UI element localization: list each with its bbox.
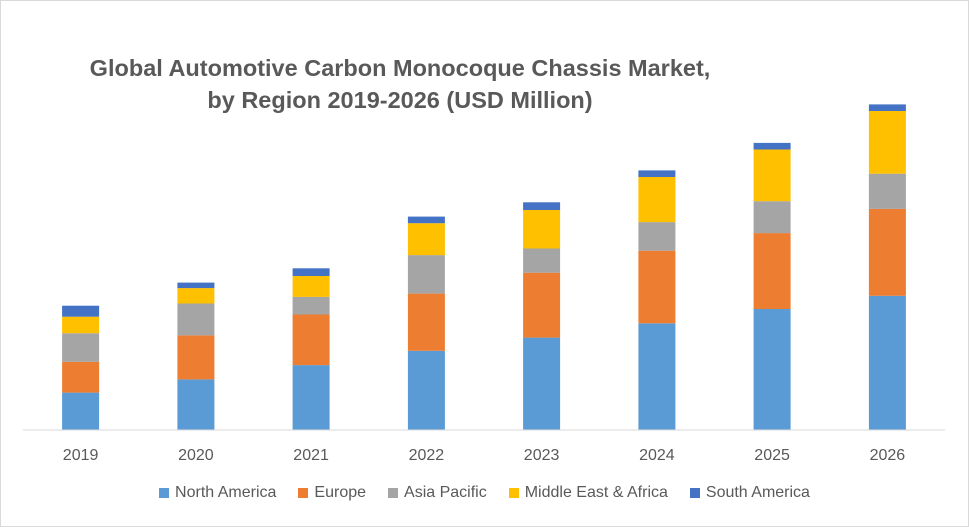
x-tick-labels: 2019 2020 2021 2022 2023 2024 2025 2026 [63,447,905,464]
bar-south-america-2025 [753,142,791,150]
bar-middle-east-africa-2023 [523,210,561,249]
legend-swatch [689,488,700,498]
bar-south-america-2023 [523,202,561,210]
bar-asia-pacific-2019 [62,333,100,362]
bar-middle-east-africa-2021 [292,276,330,297]
x-tick-label: 2020 [178,447,214,464]
legend-item-europe: Europe [298,484,366,502]
bar-north-america-2022 [407,350,445,430]
bar-middle-east-africa-2019 [62,316,100,334]
legend-item-north-america: North America [159,484,276,502]
bar-north-america-2026 [868,295,906,430]
legend-swatch [159,488,170,498]
x-tick-label: 2021 [293,447,329,464]
bar-asia-pacific-2026 [868,173,906,209]
bar-south-america-2021 [292,268,330,276]
bar-europe-2021 [292,314,330,366]
legend-label: North America [175,484,277,501]
x-tick-label: 2023 [524,447,560,464]
bar-europe-2024 [638,250,676,324]
legend-swatch [298,488,309,498]
x-tick-label: 2022 [409,447,445,464]
legend-label: Middle East & Africa [524,484,668,501]
chart-title-line1: Global Automotive Carbon Monocoque Chass… [89,55,711,81]
bar-asia-pacific-2025 [753,201,791,234]
bar-asia-pacific-2020 [177,303,215,336]
legend-item-middle-east-africa: Middle East & Africa [508,484,668,502]
bar-north-america-2024 [638,323,676,430]
bar-north-america-2023 [523,337,561,430]
chart-legend: North America Europe Asia Pacific Middle Ea… [0,484,969,502]
bar-asia-pacific-2021 [292,296,330,315]
bar-south-america-2019 [62,305,100,317]
bar-asia-pacific-2022 [407,255,445,294]
bar-middle-east-africa-2024 [638,177,676,223]
bar-south-america-2024 [638,170,676,177]
bar-south-america-2022 [407,216,445,224]
x-tick-label: 2019 [63,447,99,464]
bar-europe-2022 [407,293,445,351]
bar-north-america-2025 [753,309,791,430]
bar-europe-2025 [753,233,791,309]
bar-south-america-2026 [868,104,906,111]
bars-group [62,104,906,430]
legend-swatch [388,488,399,498]
bar-middle-east-africa-2025 [753,149,791,202]
x-tick-label: 2024 [639,447,675,464]
bar-europe-2020 [177,335,215,380]
x-tick-label: 2025 [754,447,790,464]
bar-europe-2023 [523,272,561,338]
legend-item-asia-pacific: Asia Pacific [388,484,487,502]
chart-title: Global Automotive Carbon Monocoque Chass… [70,52,730,116]
bar-north-america-2020 [177,379,215,430]
bar-middle-east-africa-2026 [868,111,906,174]
bar-south-america-2020 [177,282,215,289]
bar-middle-east-africa-2020 [177,288,215,304]
legend-label: Europe [314,484,367,501]
bar-europe-2026 [868,208,906,296]
legend-item-south-america: South America [689,484,810,502]
bar-north-america-2019 [62,392,100,430]
legend-label: South America [705,484,810,501]
bar-asia-pacific-2024 [638,222,676,251]
x-tick-label: 2026 [870,447,906,464]
bar-north-america-2021 [292,365,330,430]
bar-asia-pacific-2023 [523,248,561,273]
legend-swatch [508,488,519,498]
legend-label: Asia Pacific [404,484,487,501]
bar-europe-2019 [62,361,100,393]
chart-title-line2: by Region 2019-2026 (USD Million) [207,87,593,113]
bar-middle-east-africa-2022 [407,223,445,256]
